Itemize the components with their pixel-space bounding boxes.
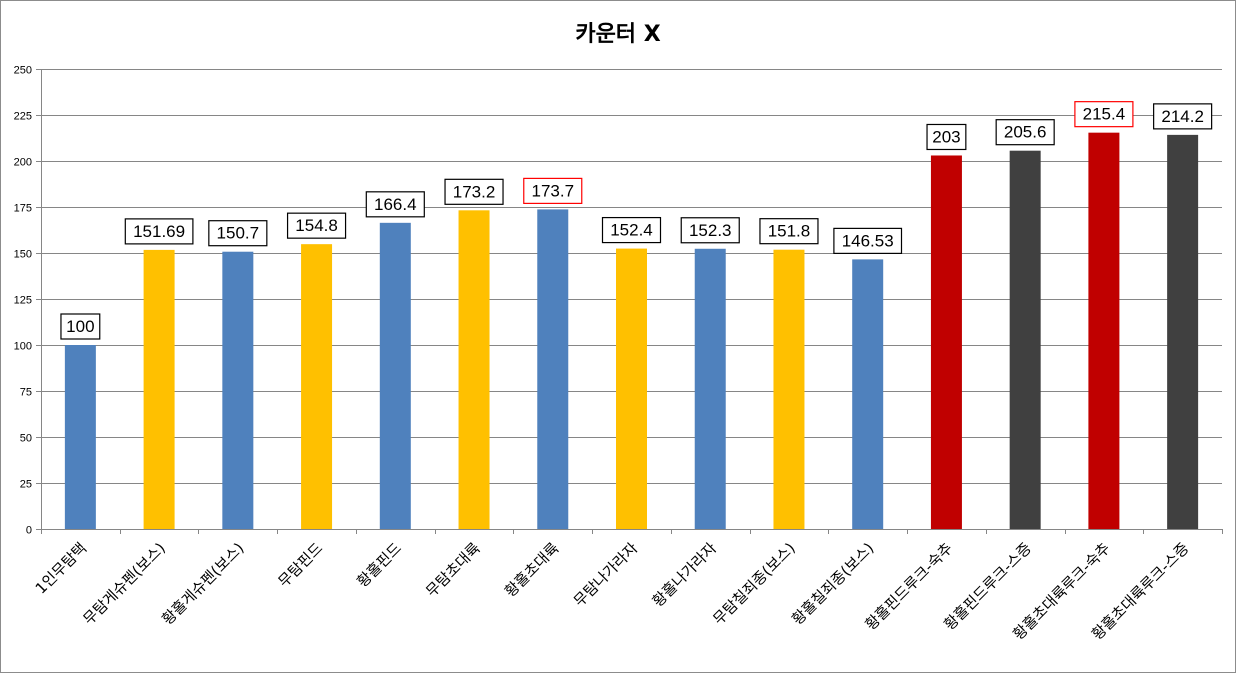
- y-tick-label: 200: [14, 157, 32, 169]
- bar: [694, 248, 726, 529]
- data-label: 150.7: [208, 220, 268, 247]
- data-label-text: 151.69: [133, 222, 185, 241]
- x-tick-label: 무탐칠죄종(보스): [709, 539, 798, 628]
- bar: [773, 249, 805, 530]
- y-tick-label: 25: [20, 479, 32, 491]
- data-label-text: 173.2: [453, 182, 496, 201]
- data-label-text: 151.8: [768, 222, 811, 241]
- y-tick-label: 175: [14, 203, 32, 215]
- y-tick-label: 50: [20, 433, 32, 445]
- data-label-text: 166.4: [374, 195, 417, 214]
- bar: [222, 251, 254, 529]
- y-tick-label: 125: [14, 295, 32, 307]
- chart-title: 카운터 X: [575, 22, 660, 47]
- data-label-box: [1153, 103, 1213, 130]
- bar: [537, 209, 569, 529]
- data-label-text: 205.6: [1004, 123, 1047, 142]
- x-tick-label: 무탐나가라자: [570, 539, 641, 610]
- y-tick-label: 225: [14, 111, 32, 123]
- data-label-text: 154.8: [295, 216, 338, 235]
- data-label: 146.53: [833, 227, 903, 254]
- y-tick-label: 100: [14, 341, 32, 353]
- data-label: 166.4: [365, 191, 425, 218]
- x-tick-label: 황홀핀드: [353, 539, 405, 591]
- data-label-box: [759, 218, 819, 245]
- x-tick-label: 무탐핀드: [275, 539, 327, 591]
- data-label: 203: [926, 123, 967, 151]
- data-label-text: 100: [66, 317, 94, 336]
- data-label-box: [60, 313, 101, 340]
- bar: [852, 259, 884, 529]
- x-tick-label: 무탐초대륙: [422, 539, 484, 601]
- data-label-text: 150.7: [217, 224, 260, 243]
- data-label-text: 215.4: [1083, 105, 1126, 124]
- y-tick-label: 0: [26, 525, 32, 537]
- bar: [1088, 132, 1120, 529]
- data-label-box: [926, 123, 967, 151]
- data-label: 215.4: [1074, 101, 1134, 128]
- x-tick-label: 1인무탐택: [32, 539, 91, 598]
- data-label: 152.4: [601, 216, 662, 244]
- data-label-box: [444, 178, 504, 205]
- y-tick-label: 250: [14, 65, 32, 77]
- data-label: 151.69: [124, 218, 194, 245]
- data-label-text: 146.53: [842, 231, 894, 250]
- data-label-box: [680, 217, 740, 244]
- x-tick-label: 황홀나가라자: [649, 539, 720, 610]
- x-tick-label: 황홀칠죄종(보스): [788, 539, 877, 628]
- data-label: 154.8: [286, 212, 347, 239]
- data-label-text: 152.3: [689, 221, 732, 240]
- bar: [1009, 150, 1041, 530]
- bar: [301, 244, 333, 529]
- data-label: 173.2: [444, 178, 504, 205]
- data-label: 214.2: [1153, 103, 1213, 130]
- data-label-box: [286, 212, 347, 239]
- data-label: 173.7: [523, 177, 583, 204]
- data-label-text: 173.7: [531, 181, 574, 200]
- y-tick-label: 75: [20, 387, 32, 399]
- bar: [1167, 134, 1199, 529]
- bar: [64, 345, 96, 529]
- y-tick-label: 150: [14, 249, 32, 261]
- data-label-box: [995, 119, 1055, 146]
- data-label-text: 203: [932, 127, 960, 146]
- data-label: 100: [60, 313, 101, 340]
- bar: [930, 155, 962, 530]
- data-label: 151.8: [759, 218, 819, 245]
- data-label: 152.3: [680, 217, 740, 244]
- data-label-box: [124, 218, 194, 245]
- bars: [64, 132, 1199, 530]
- bar: [616, 248, 647, 530]
- data-label: 205.6: [995, 119, 1055, 146]
- data-label-box: [833, 227, 903, 254]
- data-label-box: [1074, 101, 1134, 128]
- axes: 0 25 50 75 100 125 150 175 200 225 250: [14, 65, 1223, 537]
- x-tick-label: 황홀초대륙: [501, 539, 563, 601]
- x-tick-label: 무탐게슈펜(보스): [80, 539, 169, 628]
- data-labels: 100 151.69 150.7 154.8 166.4 173.2 173.7 152.4 1…: [60, 101, 1213, 340]
- data-label-box: [208, 220, 268, 247]
- data-label-text: 152.4: [610, 221, 653, 240]
- bar: [143, 249, 175, 530]
- bar: [458, 210, 490, 529]
- data-label-text: 214.2: [1161, 107, 1204, 126]
- data-label-box: [365, 191, 425, 218]
- x-tick-label: 황홀게슈펜(보스): [158, 539, 247, 628]
- data-label-box: [601, 216, 662, 244]
- data-label-box: [523, 177, 583, 204]
- bar: [379, 222, 411, 529]
